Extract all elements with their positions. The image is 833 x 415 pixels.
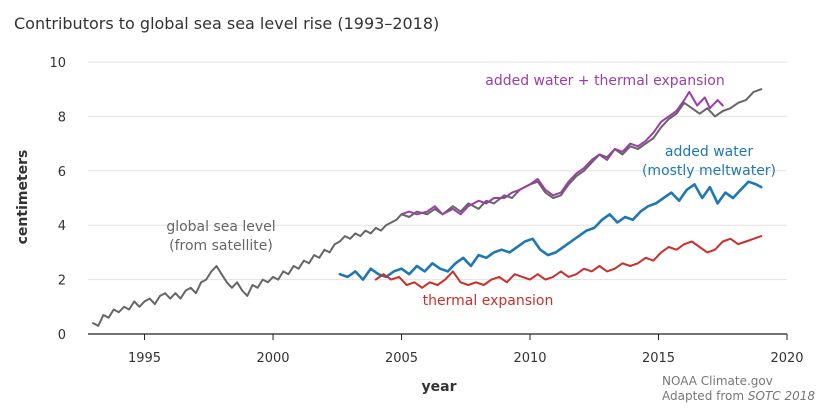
added-water-thermal-label: added water + thermal expansion [485, 73, 724, 89]
y-tick-label: 6 [58, 165, 66, 180]
x-tick-labels: 1995 2000 2005 2010 2015 2020 [128, 334, 804, 366]
y-tick-label: 2 [58, 274, 66, 289]
global-sea-level-label: global sea level [166, 219, 275, 235]
data-series [92, 88, 763, 327]
x-tick-label: 2000 [256, 351, 289, 366]
global-sea-level-line [92, 88, 763, 327]
x-tick-label: 2010 [513, 351, 546, 366]
x-tick-label: 2020 [770, 351, 803, 366]
credit-source: SOTC 2018 [747, 389, 815, 403]
added-water-label: (mostly meltwater) [642, 163, 776, 179]
y-axis-label: centimeters [15, 150, 31, 245]
y-tick-label: 4 [58, 219, 66, 234]
credit-prefix: Adapted from [662, 389, 748, 403]
credit-block: NOAA Climate.gov Adapted from SOTC 2018 [662, 374, 815, 404]
global-sea-level-label: (from satellite) [169, 238, 273, 254]
added-water-line [338, 180, 763, 281]
thermal-expansion-label: thermal expansion [423, 293, 554, 309]
credit-line-1: NOAA Climate.gov [662, 374, 773, 388]
y-tick-label: 8 [58, 110, 66, 125]
series-annotations: global sea level (from satellite) added wa… [166, 73, 776, 309]
added-water-label: added water [665, 144, 753, 160]
added-water-thermal-line [400, 90, 724, 216]
x-axis-label: year [422, 379, 457, 395]
credit-line-2: Adapted from SOTC 2018 [662, 389, 815, 404]
chart-title: Contributors to global sea sea level ris… [14, 14, 440, 33]
y-tick-label: 10 [49, 56, 66, 71]
thermal-expansion-line [374, 235, 763, 289]
x-tick-label: 1995 [128, 351, 161, 366]
x-tick-label: 2005 [385, 351, 418, 366]
y-tick-label: 0 [58, 328, 66, 343]
y-tick-labels: 0 2 4 6 8 10 [49, 56, 66, 343]
x-tick-label: 2015 [642, 351, 675, 366]
